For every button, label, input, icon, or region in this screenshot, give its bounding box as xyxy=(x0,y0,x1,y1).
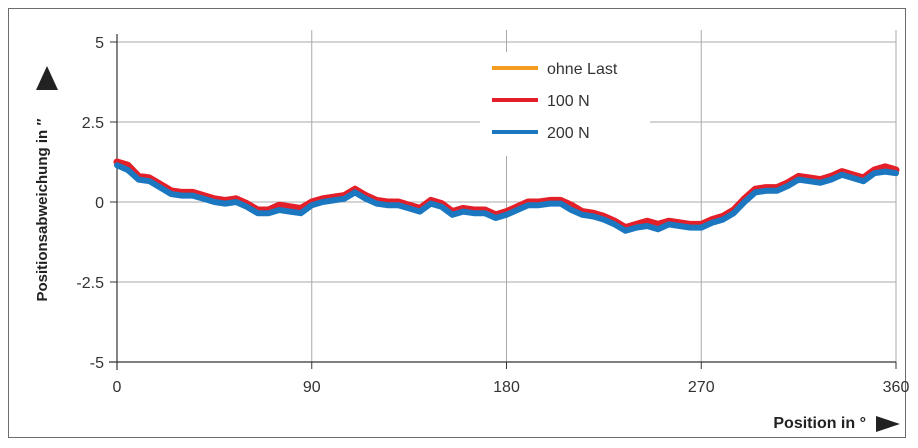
legend: ohne Last 100 N 200 N xyxy=(480,52,650,156)
x-tick-label: 360 xyxy=(883,379,910,396)
x-tick-label: 0 xyxy=(113,379,122,396)
y-tick-label: 2.5 xyxy=(82,115,104,132)
x-tick-label: 180 xyxy=(493,379,520,396)
legend-label: 100 N xyxy=(547,93,590,110)
y-axis-arrow xyxy=(36,66,58,90)
y-tick-label: -2.5 xyxy=(76,275,104,292)
y-tick-label: 5 xyxy=(95,35,104,52)
y-tick-label: 0 xyxy=(95,195,104,212)
x-axis-title: Position in ° xyxy=(773,415,866,432)
axis-labels: 5 2.5 0 -2.5 -5 0 90 180 270 360 Positionsabweichu… xyxy=(34,35,909,432)
chart-frame xyxy=(8,8,906,438)
series-lines xyxy=(113,158,900,234)
x-axis-arrow xyxy=(876,416,900,432)
y-axis-title: Positionsabweichung in ″ xyxy=(34,118,51,301)
x-tick-label: 270 xyxy=(688,379,715,396)
axes xyxy=(109,34,897,370)
series-line-3 xyxy=(114,162,899,234)
x-tick-label: 90 xyxy=(303,379,321,396)
legend-label: ohne Last xyxy=(547,61,618,78)
y-tick-label: -5 xyxy=(90,355,104,372)
legend-label: 200 N xyxy=(547,125,590,142)
